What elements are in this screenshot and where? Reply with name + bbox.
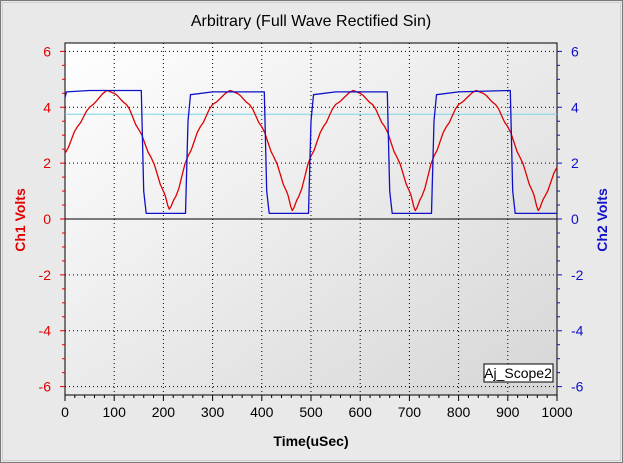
x-tick-label: 400 <box>250 404 274 420</box>
series-line-ch1 <box>64 89 558 212</box>
y-right-tick-label: 0 <box>571 211 579 227</box>
y-left-tick-label: -6 <box>39 379 52 395</box>
series-layer <box>64 89 558 215</box>
tick-labels: 0 100 200 300 400 500 600 700 800 900 1000 6 4 2 0 -2 -4… <box>39 43 584 420</box>
x-tick-label: 300 <box>201 404 225 420</box>
y-right-tick-label: 2 <box>571 155 579 171</box>
grid-lines <box>65 43 557 395</box>
y-left-tick-label: 6 <box>43 43 51 59</box>
x-tick-label: 0 <box>61 404 69 420</box>
y-right-tick-label: -4 <box>571 323 584 339</box>
series-line-ch2 <box>64 89 557 215</box>
y-left-tick-label: 2 <box>43 155 51 171</box>
legend-box: Aj_Scope2 <box>483 363 554 383</box>
y-right-tick-label: 6 <box>571 43 579 59</box>
x-tick-label: 500 <box>299 404 323 420</box>
chart-title: Arbitrary (Full Wave Rectified Sin) <box>191 13 431 30</box>
y-left-tick-label: 0 <box>43 211 51 227</box>
y-left-tick-label: -4 <box>39 323 52 339</box>
x-tick-label: 900 <box>496 404 520 420</box>
y-axis-label-right: Ch2 Volts <box>594 188 610 252</box>
y-axis-label-left: Ch1 Volts <box>12 188 28 252</box>
x-tick-label: 800 <box>447 404 471 420</box>
x-axis-label: Time(uSec) <box>273 433 348 449</box>
x-tick-label: 1000 <box>541 404 572 420</box>
x-tick-label: 100 <box>103 404 127 420</box>
y-right-tick-label: -6 <box>571 379 584 395</box>
x-tick-label: 200 <box>152 404 176 420</box>
x-tick-label: 600 <box>349 404 373 420</box>
y-left-tick-label: 4 <box>43 99 51 115</box>
y-left-tick-label: -2 <box>39 267 52 283</box>
x-tick-label: 700 <box>398 404 422 420</box>
legend-box-label: Aj_Scope2 <box>484 365 552 381</box>
axis-ticks <box>60 50 562 401</box>
y-right-tick-label: -2 <box>571 267 584 283</box>
y-right-tick-label: 4 <box>571 99 579 115</box>
